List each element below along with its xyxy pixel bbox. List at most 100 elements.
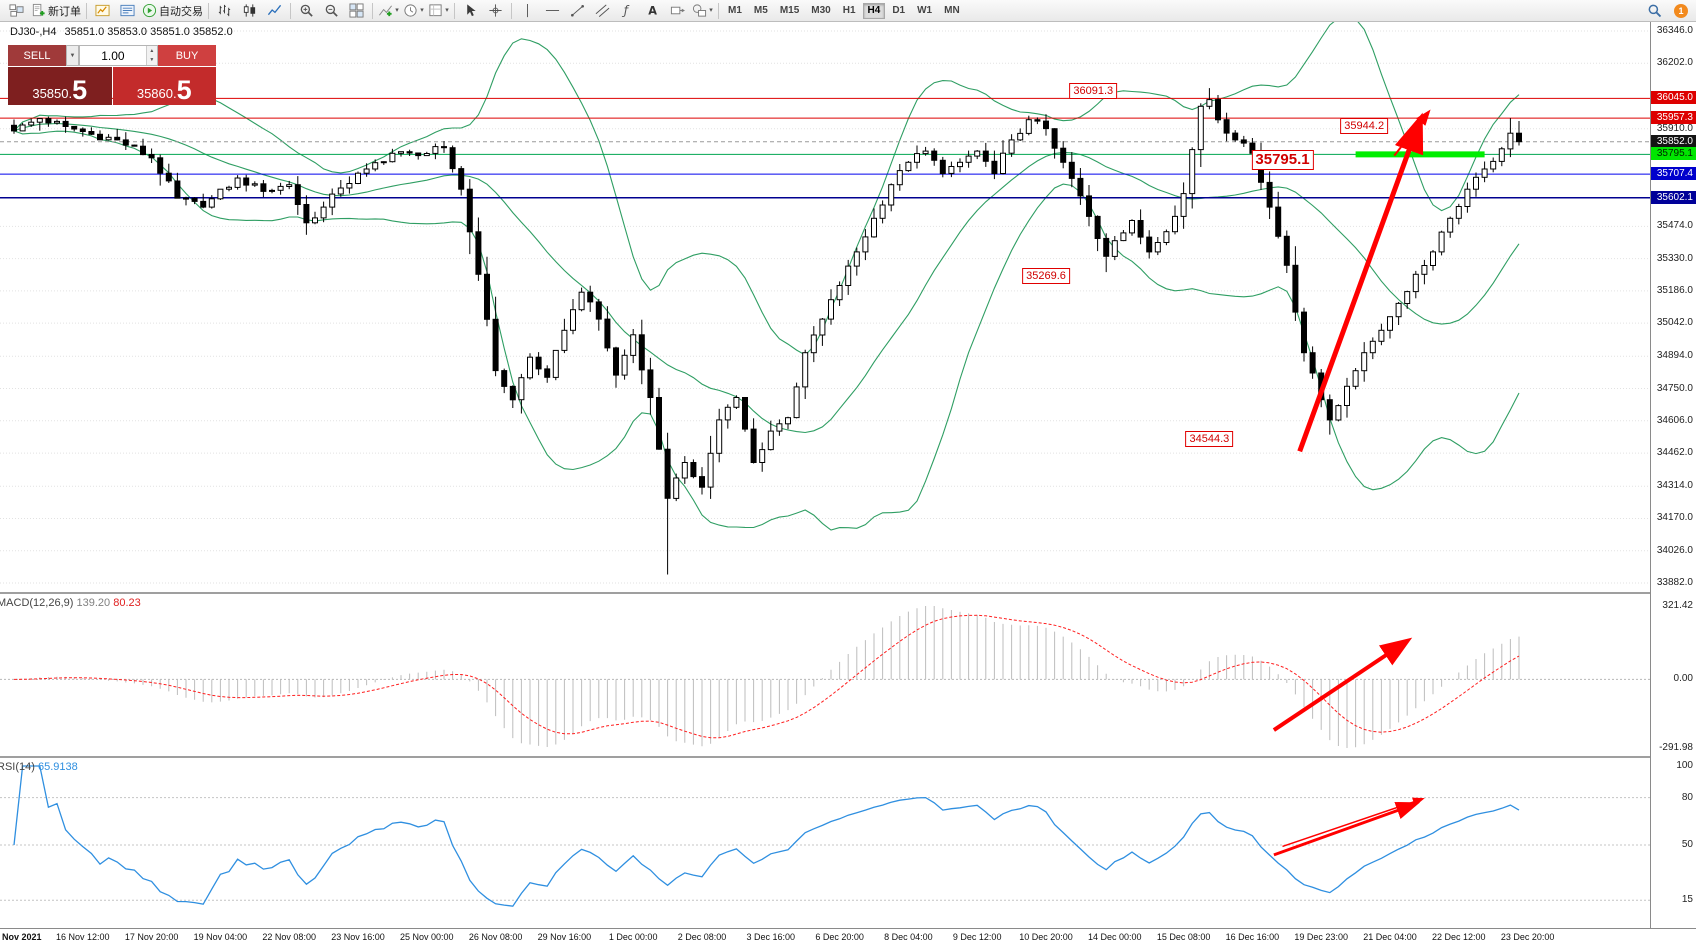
price-axis-label: 35186.0	[1656, 284, 1693, 296]
shapes-dropdown[interactable]: ▾	[690, 1, 715, 21]
time-axis-label: 17 Nov 20:00	[124, 932, 179, 942]
sell-price-display[interactable]: 35850. 5	[8, 67, 112, 105]
sell-button[interactable]: SELL	[8, 45, 66, 66]
trend-arrow[interactable]	[1273, 802, 1421, 857]
vertical-line-icon[interactable]	[515, 1, 540, 21]
timeframe-w1-button[interactable]: W1	[917, 4, 933, 16]
trend-arrow[interactable]	[1393, 109, 1431, 157]
price-axis-label: 36202.0	[1656, 57, 1693, 69]
volume-up-button[interactable]: ▲	[146, 46, 157, 56]
buy-price-minor: 35860.	[136, 86, 177, 101]
pane-divider-rsi[interactable]	[0, 756, 1696, 758]
horizontal-line-icon[interactable]	[540, 1, 565, 21]
price-axis-label: 34170.0	[1656, 512, 1693, 524]
text-icon[interactable]: A	[640, 1, 665, 21]
toolbar-separator	[290, 2, 291, 19]
toolbar-left-groups: 新订单 自动交易 ▾ ▾ ▾ ƒ A ▾	[4, 1, 715, 21]
time-axis-label: 22 Nov 08:00	[262, 932, 316, 942]
volume-dropdown[interactable]: ▼	[66, 45, 79, 66]
timeframe-h1-button[interactable]: H1	[842, 4, 856, 16]
macd-name: MACD(12,26,9)	[0, 597, 74, 609]
time-axis-label: 21 Dec 04:00	[1363, 932, 1417, 942]
cursor-icon[interactable]	[458, 1, 483, 21]
time-axis-label: 9 Dec 12:00	[952, 932, 1002, 942]
candlestick-chart-icon[interactable]	[237, 1, 262, 21]
price-axis-label: 34314.0	[1656, 480, 1693, 492]
new-order-button-label: 新订单	[48, 5, 81, 18]
time-axis-label: 1 Dec 00:00	[608, 932, 658, 942]
rsi-indicator-label: RSI(14) 65.9138	[0, 761, 78, 773]
indicators-dropdown-caret-icon[interactable]: ▾	[395, 7, 399, 14]
zoom-out-icon[interactable]	[319, 1, 344, 21]
macd-histogram	[22, 606, 1520, 748]
channel-icon[interactable]	[590, 1, 615, 21]
toolbar-separator	[208, 2, 209, 19]
search-button[interactable]	[1642, 1, 1667, 21]
data-window-icon[interactable]	[115, 1, 140, 21]
shapes-dropdown-caret-icon[interactable]: ▾	[709, 7, 713, 14]
main-price-pane	[0, 22, 1650, 584]
trend-arrow[interactable]	[1272, 637, 1413, 732]
timeframe-group: M1 M5 M15 M30 H1 H4 D1 W1 MN	[722, 2, 966, 19]
timeframe-m1-button[interactable]: M1	[728, 4, 742, 16]
price-axis-label: 34026.0	[1656, 544, 1693, 556]
crosshair-icon[interactable]	[483, 1, 508, 21]
new-order-button[interactable]: 新订单	[29, 1, 83, 21]
period-dropdown[interactable]: ▾	[401, 1, 426, 21]
time-axis-label: 15 Dec 08:00	[1156, 932, 1211, 942]
trend-arrow[interactable]	[1297, 112, 1424, 453]
price-axis[interactable]: 36346.0 36202.0 35910.0 35474.0 35330.0 35186…	[1650, 22, 1696, 928]
fibonacci-icon[interactable]: ƒ	[615, 1, 640, 21]
zoom-in-icon[interactable]	[294, 1, 319, 21]
buy-price-major: 5	[176, 75, 192, 106]
timeframe-mn-button[interactable]: MN	[944, 4, 960, 16]
volume-down-button[interactable]: ▼	[146, 55, 157, 65]
trendline-icon[interactable]	[565, 1, 590, 21]
indicators-dropdown[interactable]: ▾	[376, 1, 401, 21]
price-axis-label: 34894.0	[1656, 350, 1693, 362]
notification-badge[interactable]: 1	[1674, 3, 1688, 18]
timeframe-m30-button[interactable]: M30	[811, 4, 831, 16]
trend-arrow[interactable]	[1282, 797, 1425, 848]
timeframe-m5-button[interactable]: M5	[753, 4, 768, 16]
rsi-axis-label: 100	[1676, 760, 1693, 771]
template-dropdown[interactable]: ▾	[426, 1, 451, 21]
timeframe-h4-button[interactable]: H4	[862, 2, 886, 19]
time-axis-label: 3 Dec 16:00	[746, 932, 796, 942]
ohlc-values: 35851.0 35853.0 35851.0 35852.0	[64, 26, 233, 38]
volume-input[interactable]	[80, 46, 146, 65]
time-axis-label: 2 Dec 08:00	[677, 932, 727, 942]
toolbar-separator	[511, 2, 512, 19]
horizontal-level-lines[interactable]	[0, 97, 1650, 199]
time-axis-label: 19 Dec 23:00	[1294, 932, 1348, 942]
macd-axis-label: 321.42	[1662, 600, 1693, 611]
template-dropdown-caret-icon[interactable]: ▾	[445, 7, 449, 14]
price-tag: 35957.3	[1651, 111, 1696, 125]
timeframe-m15-button[interactable]: M15	[779, 4, 800, 16]
chart-header: DJ30-,H4 35851.0 35853.0 35851.0 35852.0	[10, 26, 233, 38]
charts-grid-icon[interactable]	[4, 1, 29, 21]
period-dropdown-caret-icon[interactable]: ▾	[420, 7, 424, 14]
time-axis-label: 19 Nov 04:00	[193, 932, 248, 942]
buy-button[interactable]: BUY	[158, 45, 216, 66]
svg-text:ƒ: ƒ	[622, 3, 630, 17]
price-tag: 35795.1	[1651, 147, 1696, 161]
timeframe-d1-button[interactable]: D1	[892, 4, 906, 16]
line-chart-icon[interactable]	[262, 1, 287, 21]
tile-windows-icon[interactable]	[344, 1, 369, 21]
label-icon[interactable]	[665, 1, 690, 21]
svg-text:A: A	[648, 4, 657, 17]
price-tag: 35852.0	[1651, 134, 1696, 148]
market-watch-icon[interactable]	[90, 1, 115, 21]
macd-axis-label: -291.98	[1659, 742, 1693, 753]
bar-chart-icon[interactable]	[212, 1, 237, 21]
autotrading-button[interactable]: 自动交易	[140, 1, 205, 21]
time-axis[interactable]: Nov 2021 16 Nov 12:00 17 Nov 20:00 19 Nov 0…	[0, 928, 1696, 946]
buy-price-display[interactable]: 35860. 5	[112, 67, 216, 106]
pane-divider-macd[interactable]	[0, 592, 1696, 594]
toolbar-separator	[86, 2, 87, 19]
rsi-axis-label: 50	[1681, 839, 1693, 850]
rsi-pane	[0, 765, 1650, 907]
macd-main-value: 139.20	[76, 597, 111, 609]
